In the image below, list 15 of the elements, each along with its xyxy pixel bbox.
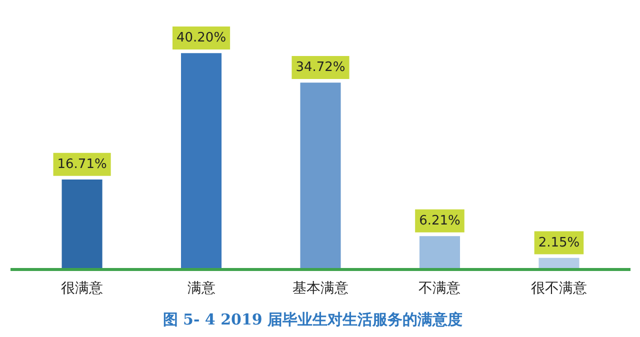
- data-label: 16.71%: [57, 156, 107, 172]
- data-label: 2.15%: [538, 235, 580, 250]
- x-tick-label: 基本满意: [292, 280, 348, 296]
- bar: [300, 82, 341, 270]
- x-tick-label: 很不满意: [530, 280, 587, 296]
- bar: [181, 53, 222, 270]
- data-label: 6.21%: [419, 213, 460, 228]
- data-label: 40.20%: [176, 30, 226, 46]
- bar: [419, 236, 460, 270]
- data-label: 34.72%: [296, 60, 346, 75]
- text: 图 5- 4 2019 届毕业生对生活服务的满意度: [162, 310, 463, 328]
- x-tick-label: 不满意: [418, 280, 461, 296]
- x-tick-label: 满意: [187, 280, 216, 296]
- x-tick-label: 很满意: [61, 280, 104, 296]
- bar: [62, 180, 102, 270]
